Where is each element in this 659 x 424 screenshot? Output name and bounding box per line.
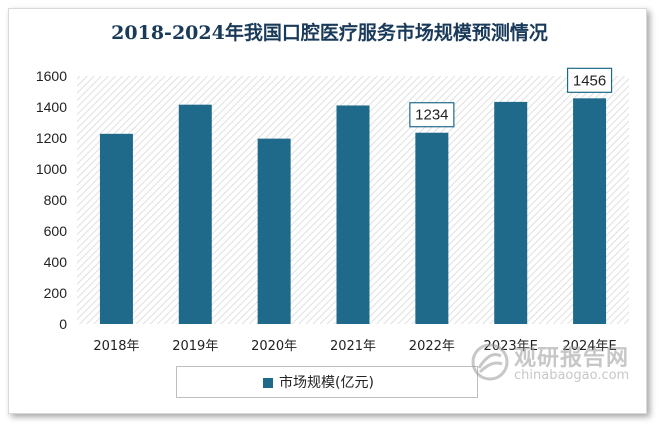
y-tick-label: 1600 [36, 68, 67, 84]
x-tick-label: 2019年 [172, 339, 218, 354]
bar [178, 104, 212, 324]
watermark-url: chinabaogao.com [514, 368, 630, 383]
bars [99, 98, 607, 324]
y-tick-label: 800 [44, 192, 68, 208]
bar [494, 101, 528, 324]
bar [336, 105, 370, 324]
watermark: 观研报告网 chinabaogao.com [470, 340, 630, 390]
data-labels: 1234 1456 [409, 67, 613, 128]
data-label: 1234 [415, 107, 448, 124]
data-label: 1456 [573, 72, 606, 89]
legend-label: 市场规模(亿元) [279, 375, 374, 391]
y-axis: 0 200 400 600 800 1000 1200 1400 1600 [36, 68, 67, 332]
x-axis: 2018年 2019年 2020年 2021年 2022年 2023年E 2024年E [93, 339, 616, 354]
bar [257, 138, 291, 324]
data-label-box [566, 67, 613, 93]
x-tick-label: 2024年E [562, 339, 616, 354]
chart-title: 2018-2024年我国口腔医疗服务市场规模预测情况 [111, 22, 548, 44]
y-tick-label: 1400 [36, 99, 67, 115]
x-tick-label: 2020年 [251, 339, 297, 354]
y-tick-label: 200 [44, 285, 68, 301]
watermark-logo-icon [471, 343, 509, 381]
x-tick-label: 2022年 [409, 339, 455, 354]
watermark-brand: 观研报告网 [514, 346, 630, 371]
legend: 市场规模(亿元) [176, 366, 478, 398]
y-tick-label: 1000 [36, 161, 67, 177]
y-tick-label: 400 [44, 254, 68, 270]
x-tick-label: 2018年 [93, 339, 139, 354]
x-tick-label: 2023年E [484, 339, 538, 354]
y-tick-label: 0 [59, 316, 67, 332]
data-label-box [409, 102, 455, 128]
x-tick-label: 2021年 [330, 339, 376, 354]
bar [99, 133, 133, 324]
bar [415, 132, 449, 324]
bar [573, 98, 607, 324]
y-tick-label: 600 [44, 223, 68, 239]
legend-swatch [263, 378, 273, 388]
y-tick-label: 1200 [36, 130, 67, 146]
